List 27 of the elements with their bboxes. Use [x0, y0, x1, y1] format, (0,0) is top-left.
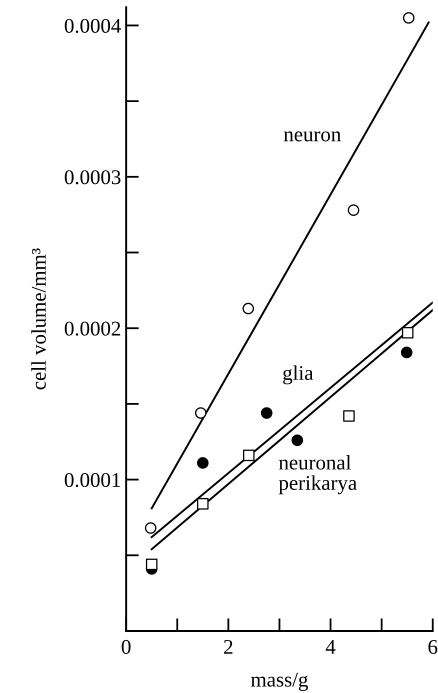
- y-tick-label: 0.0004: [64, 18, 121, 33]
- y-tick-label: 0.0003: [64, 170, 120, 184]
- point: [402, 326, 414, 339]
- y-tick-label: 0.0002: [64, 322, 120, 336]
- point: [260, 407, 272, 419]
- x-tick-label: 4: [326, 640, 336, 654]
- point: [400, 346, 412, 358]
- point: [194, 407, 207, 419]
- point: [144, 522, 156, 534]
- x-tick-label: 6: [428, 640, 438, 654]
- y-axis-title: cell volume/mm³: [31, 248, 46, 390]
- x-tick-label: 2: [224, 640, 232, 654]
- point: [343, 410, 355, 422]
- series-label: neuronal perikarya: [278, 454, 357, 494]
- point: [243, 450, 255, 462]
- x-axis-title: mass/g: [250, 672, 308, 691]
- point: [242, 302, 254, 314]
- x-tick-label: 0: [122, 640, 131, 654]
- y-tick-label: 0.0001: [64, 472, 120, 488]
- point: [292, 434, 304, 446]
- point: [197, 457, 209, 469]
- series-label: glia: [283, 365, 314, 384]
- point: [197, 498, 209, 510]
- point: [146, 558, 158, 570]
- point: [348, 204, 360, 216]
- series-label: neuron: [284, 131, 341, 142]
- point: [402, 12, 414, 24]
